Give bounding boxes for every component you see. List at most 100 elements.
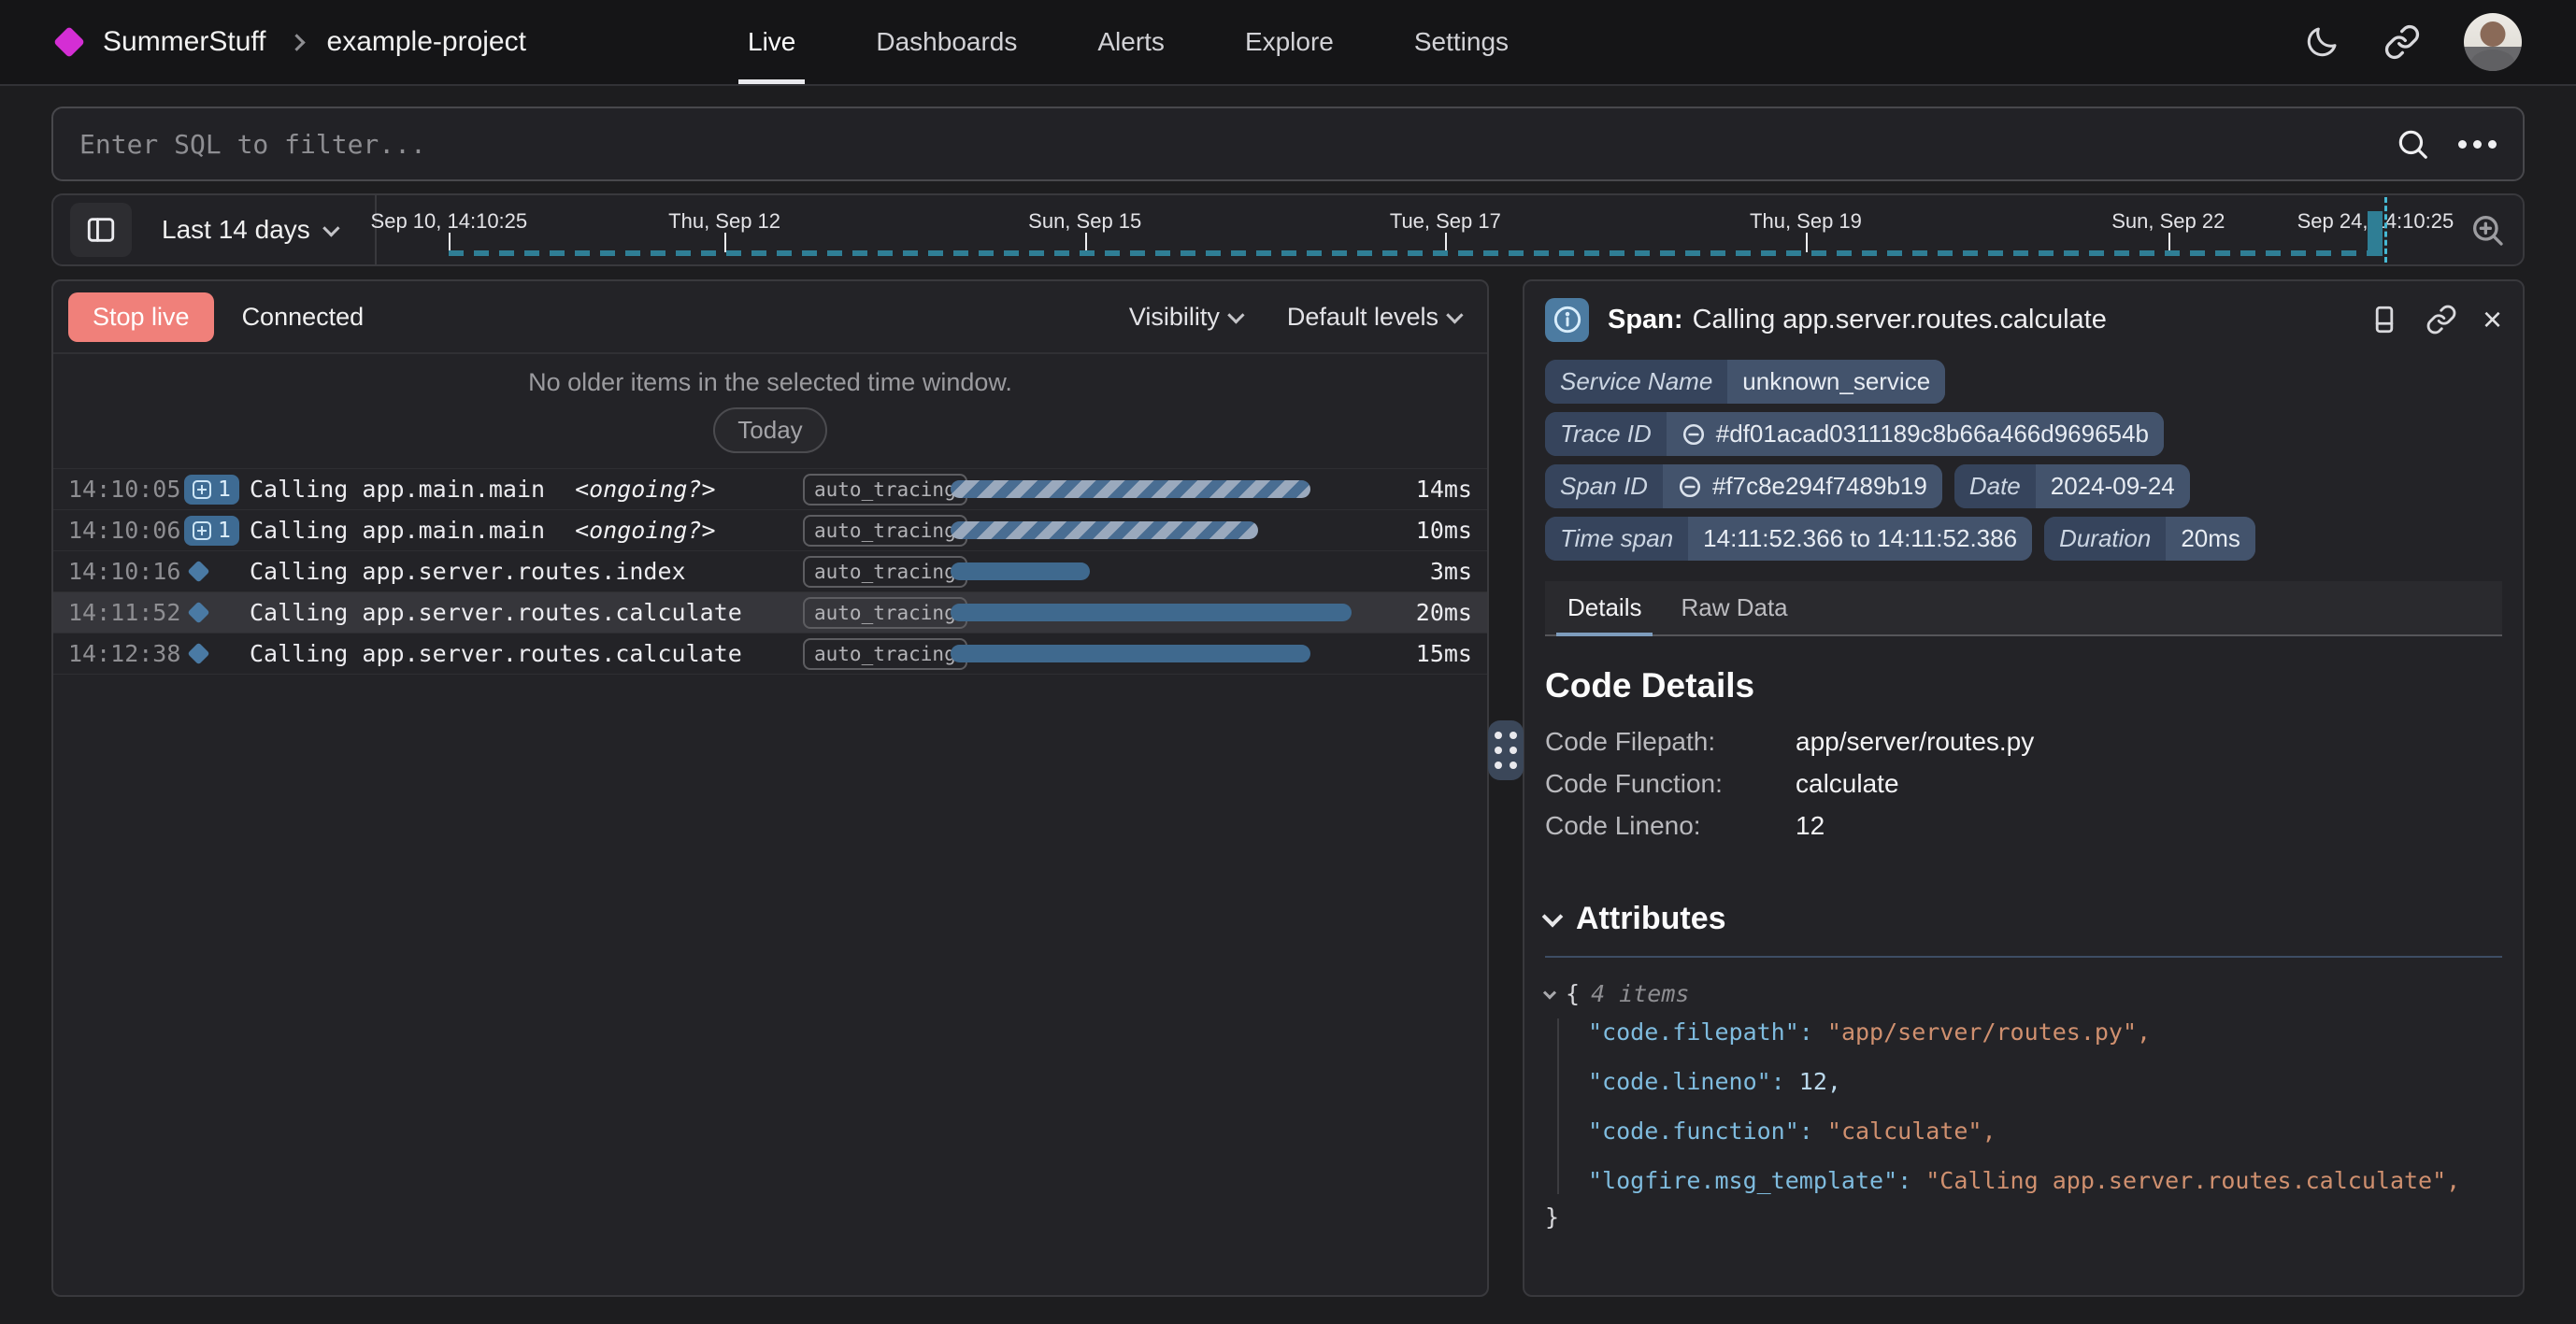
expand-plus-icon: [193, 479, 211, 499]
timeline-histogram-spike: [2367, 211, 2383, 256]
tab-raw-data[interactable]: Raw Data: [1681, 593, 1788, 621]
close-icon[interactable]: ×: [2482, 300, 2502, 338]
today-button[interactable]: Today: [713, 407, 827, 453]
user-avatar[interactable]: [2464, 13, 2522, 71]
visibility-menu[interactable]: Visibility: [1129, 303, 1245, 332]
stop-live-button[interactable]: Stop live: [68, 292, 214, 342]
chevron-down-icon: [1541, 905, 1564, 927]
json-open-brace: {: [1566, 980, 1581, 1007]
timeline-tick: [449, 233, 451, 252]
search-icon[interactable]: [2395, 126, 2430, 162]
timeline-histogram-baseline: [449, 250, 2386, 256]
trace-row-selected[interactable]: 14:11:52 Calling app.server.routes.calcu…: [53, 592, 1487, 634]
row-ongoing-suffix: <ongoing?>: [575, 517, 716, 544]
code-detail-row: Code Lineno: 12: [1545, 804, 2502, 847]
row-duration: 3ms: [1429, 558, 1472, 585]
badge-label: Trace ID: [1545, 412, 1667, 456]
badge-label: Duration: [2044, 517, 2167, 561]
date-badge: Date 2024-09-24: [1953, 464, 2190, 508]
time-range-label: Last 14 days: [162, 215, 310, 244]
badge-value: unknown_service: [1727, 360, 1946, 404]
row-timestamp: 14:11:52: [68, 599, 181, 626]
attributes-json-viewer: { 4 items "code.filepath": "app/server/r…: [1542, 980, 2502, 1231]
default-levels-menu[interactable]: Default levels: [1287, 303, 1464, 332]
json-collapse-icon[interactable]: [1542, 986, 1557, 1000]
badge-label: Service Name: [1545, 360, 1728, 404]
code-detail-row: Code Filepath: app/server/routes.py: [1545, 720, 2502, 762]
child-count: 1: [218, 518, 231, 543]
trace-row[interactable]: 14:10:16 Calling app.server.routes.index…: [53, 551, 1487, 592]
kv-value: calculate: [1796, 769, 1899, 798]
row-tag[interactable]: auto_tracing: [803, 596, 967, 629]
info-icon[interactable]: [1545, 297, 1589, 342]
chevron-down-icon: [322, 219, 340, 237]
row-timestamp: 14:10:05: [68, 476, 181, 503]
expand-children-badge[interactable]: 1: [184, 515, 239, 546]
tab-details[interactable]: Details: [1553, 581, 1656, 636]
trace-id-badge[interactable]: Trace ID #df01acad0311189c8b66a466d96965…: [1545, 412, 2164, 456]
more-options-icon[interactable]: [2458, 139, 2497, 149]
timeline-tick: [1445, 233, 1448, 252]
json-value: "app/server/routes.py",: [1826, 1018, 2152, 1046]
split-view-icon[interactable]: [2368, 304, 2400, 335]
sidebar-toggle-icon[interactable]: [70, 203, 132, 257]
theme-moon-icon[interactable]: [2303, 23, 2340, 61]
attributes-section-toggle[interactable]: Attributes: [1541, 901, 2502, 937]
span-title-text: Calling app.server.routes.calculate: [1692, 304, 2107, 335]
chevron-down-icon: [1446, 306, 1464, 324]
row-tag[interactable]: auto_tracing: [803, 637, 967, 670]
trace-row[interactable]: 14:10:05 1 Calling app.main.main <ongoing…: [53, 469, 1487, 510]
timeline-bar: Last 14 days Sep 10, 14:10:25 Thu, Sep 1…: [51, 193, 2525, 266]
nav-tab-alerts[interactable]: Alerts: [1097, 27, 1165, 56]
time-range-selector[interactable]: Last 14 days: [162, 215, 340, 245]
trace-row[interactable]: 14:10:06 1 Calling app.main.main <ongoing…: [53, 510, 1487, 551]
link-icon: [1679, 476, 1701, 497]
org-name[interactable]: SummerStuff: [103, 26, 266, 57]
zoom-in-icon[interactable]: [2469, 211, 2506, 249]
timeline-tick-label: Thu, Sep 12: [668, 209, 781, 233]
top-nav: SummerStuff example-project Live Dashboa…: [0, 0, 2576, 86]
row-tag[interactable]: auto_tracing: [803, 514, 967, 547]
share-link-icon[interactable]: [2383, 23, 2421, 61]
nav-tab-settings[interactable]: Settings: [1413, 27, 1510, 56]
row-tag[interactable]: auto_tracing: [803, 555, 967, 588]
row-tag[interactable]: auto_tracing: [803, 473, 967, 505]
child-count: 1: [218, 477, 231, 502]
badge-value: 14:11:52.366 to 14:11:52.386: [1688, 517, 2033, 561]
attributes-heading: Attributes: [1576, 901, 1726, 936]
timeline-tick-label: Sun, Sep 22: [2111, 209, 2225, 233]
project-name[interactable]: example-project: [326, 26, 526, 57]
timeline-tick: [724, 233, 727, 252]
copy-link-icon[interactable]: [2426, 304, 2457, 335]
json-key: "code.function":: [1588, 1118, 1813, 1145]
expand-children-badge[interactable]: 1: [184, 474, 239, 505]
span-id-badge[interactable]: Span ID #f7c8e294f7489b19: [1545, 464, 1942, 508]
empty-state: No older items in the selected time wind…: [53, 354, 1487, 469]
json-value: "calculate",: [1826, 1118, 1996, 1145]
nav-tab-dashboards[interactable]: Dashboards: [876, 27, 1018, 56]
sql-filter-input[interactable]: [79, 128, 2395, 160]
splitter-drag-handle[interactable]: [1488, 720, 1524, 780]
timeline-track[interactable]: Sep 10, 14:10:25 Thu, Sep 12 Sun, Sep 15…: [371, 195, 2454, 264]
sql-filter-bar: [51, 107, 2525, 181]
breadcrumb: SummerStuff example-project: [53, 26, 526, 58]
nav-tab-live[interactable]: Live: [737, 0, 806, 84]
json-value: 12,: [1798, 1068, 1841, 1095]
timeline-current-time-cursor[interactable]: [2383, 197, 2387, 263]
sql-filter-actions: [2395, 126, 2497, 162]
row-message: Calling app.server.routes.calculate: [250, 599, 742, 626]
code-details-heading: Code Details: [1545, 666, 1755, 705]
brand-diamond-icon[interactable]: [53, 26, 85, 58]
duration-badge: Duration 20ms: [2044, 517, 2255, 561]
expand-plus-icon: [193, 520, 211, 540]
row-duration: 20ms: [1415, 599, 1472, 626]
trace-id-value: #df01acad0311189c8b66a466d969654b: [1715, 420, 2149, 448]
kv-label: Code Filepath:: [1545, 727, 1716, 756]
chevron-down-icon: [1227, 306, 1245, 324]
trace-row[interactable]: 14:12:38 Calling app.server.routes.calcu…: [53, 634, 1487, 675]
span-id-value: #f7c8e294f7489b19: [1711, 472, 1927, 500]
primary-nav: Live Dashboards Alerts Explore Settings: [737, 0, 1510, 84]
nav-tab-explore[interactable]: Explore: [1244, 27, 1334, 56]
live-trace-panel: Stop live Connected Visibility Default l…: [51, 279, 1489, 1297]
span-detail-panel: Span: Calling app.server.routes.calculate…: [1523, 279, 2525, 1297]
